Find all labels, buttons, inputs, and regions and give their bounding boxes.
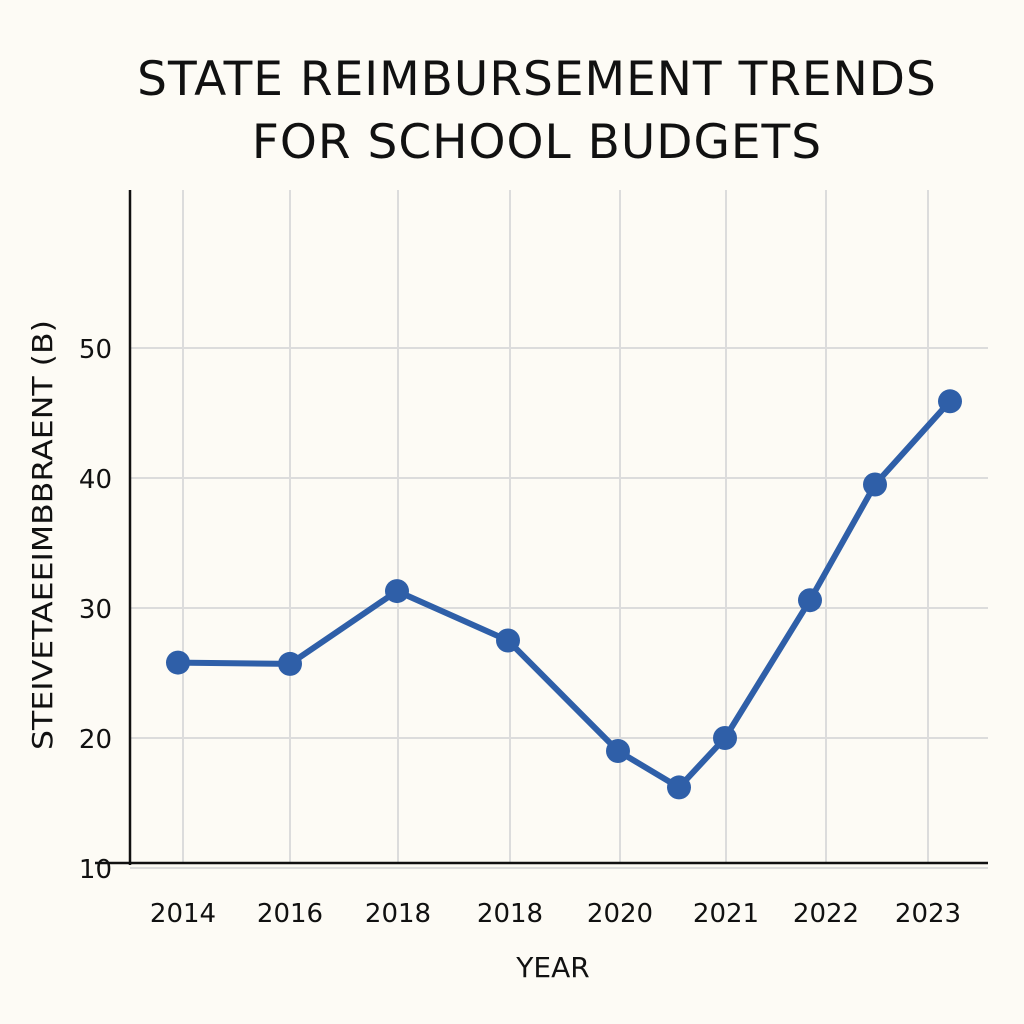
y-tick-label: 20 [79, 725, 112, 755]
y-axis-label: STEIVETAEEIMBBRAENT (B) [26, 320, 59, 750]
data-point [713, 726, 737, 750]
x-tick-label: 2022 [793, 899, 859, 929]
data-point [938, 389, 962, 414]
y-tick-label: 30 [79, 595, 112, 625]
data-point [166, 650, 190, 675]
x-tick-label: 2021 [693, 899, 759, 929]
data-point [496, 628, 520, 653]
data-series [166, 389, 962, 800]
data-point [863, 472, 887, 497]
x-tick-label: 2023 [895, 899, 961, 929]
x-tick-label: 2016 [257, 899, 323, 929]
grid-lines [130, 190, 988, 869]
chart-title: STATE REIMBURSEMENT TRENDS FOR SCHOOL BU… [60, 48, 1014, 174]
x-axis-label: YEAR [515, 951, 589, 984]
x-tick-label: 2014 [150, 899, 216, 929]
axes [95, 190, 988, 865]
y-tick-labels: 10 20 30 40 50 [79, 335, 112, 885]
chart-title-line-1: STATE REIMBURSEMENT TRENDS [137, 52, 937, 107]
data-point [385, 579, 409, 604]
y-tick-label: 10 [79, 855, 112, 885]
x-tick-label: 2020 [587, 899, 653, 929]
y-tick-label: 40 [79, 465, 112, 495]
data-point [667, 775, 691, 800]
x-tick-label: 2018 [477, 899, 543, 929]
x-tick-labels: 2014 2016 2018 2018 2020 2021 2022 2023 [150, 899, 961, 929]
data-point [606, 739, 630, 763]
data-point [278, 651, 302, 676]
data-point [798, 588, 822, 613]
chart-title-line-2: FOR SCHOOL BUDGETS [251, 115, 823, 170]
x-tick-label: 2018 [365, 899, 431, 929]
series-line [175, 398, 953, 791]
y-tick-label: 50 [79, 335, 112, 365]
